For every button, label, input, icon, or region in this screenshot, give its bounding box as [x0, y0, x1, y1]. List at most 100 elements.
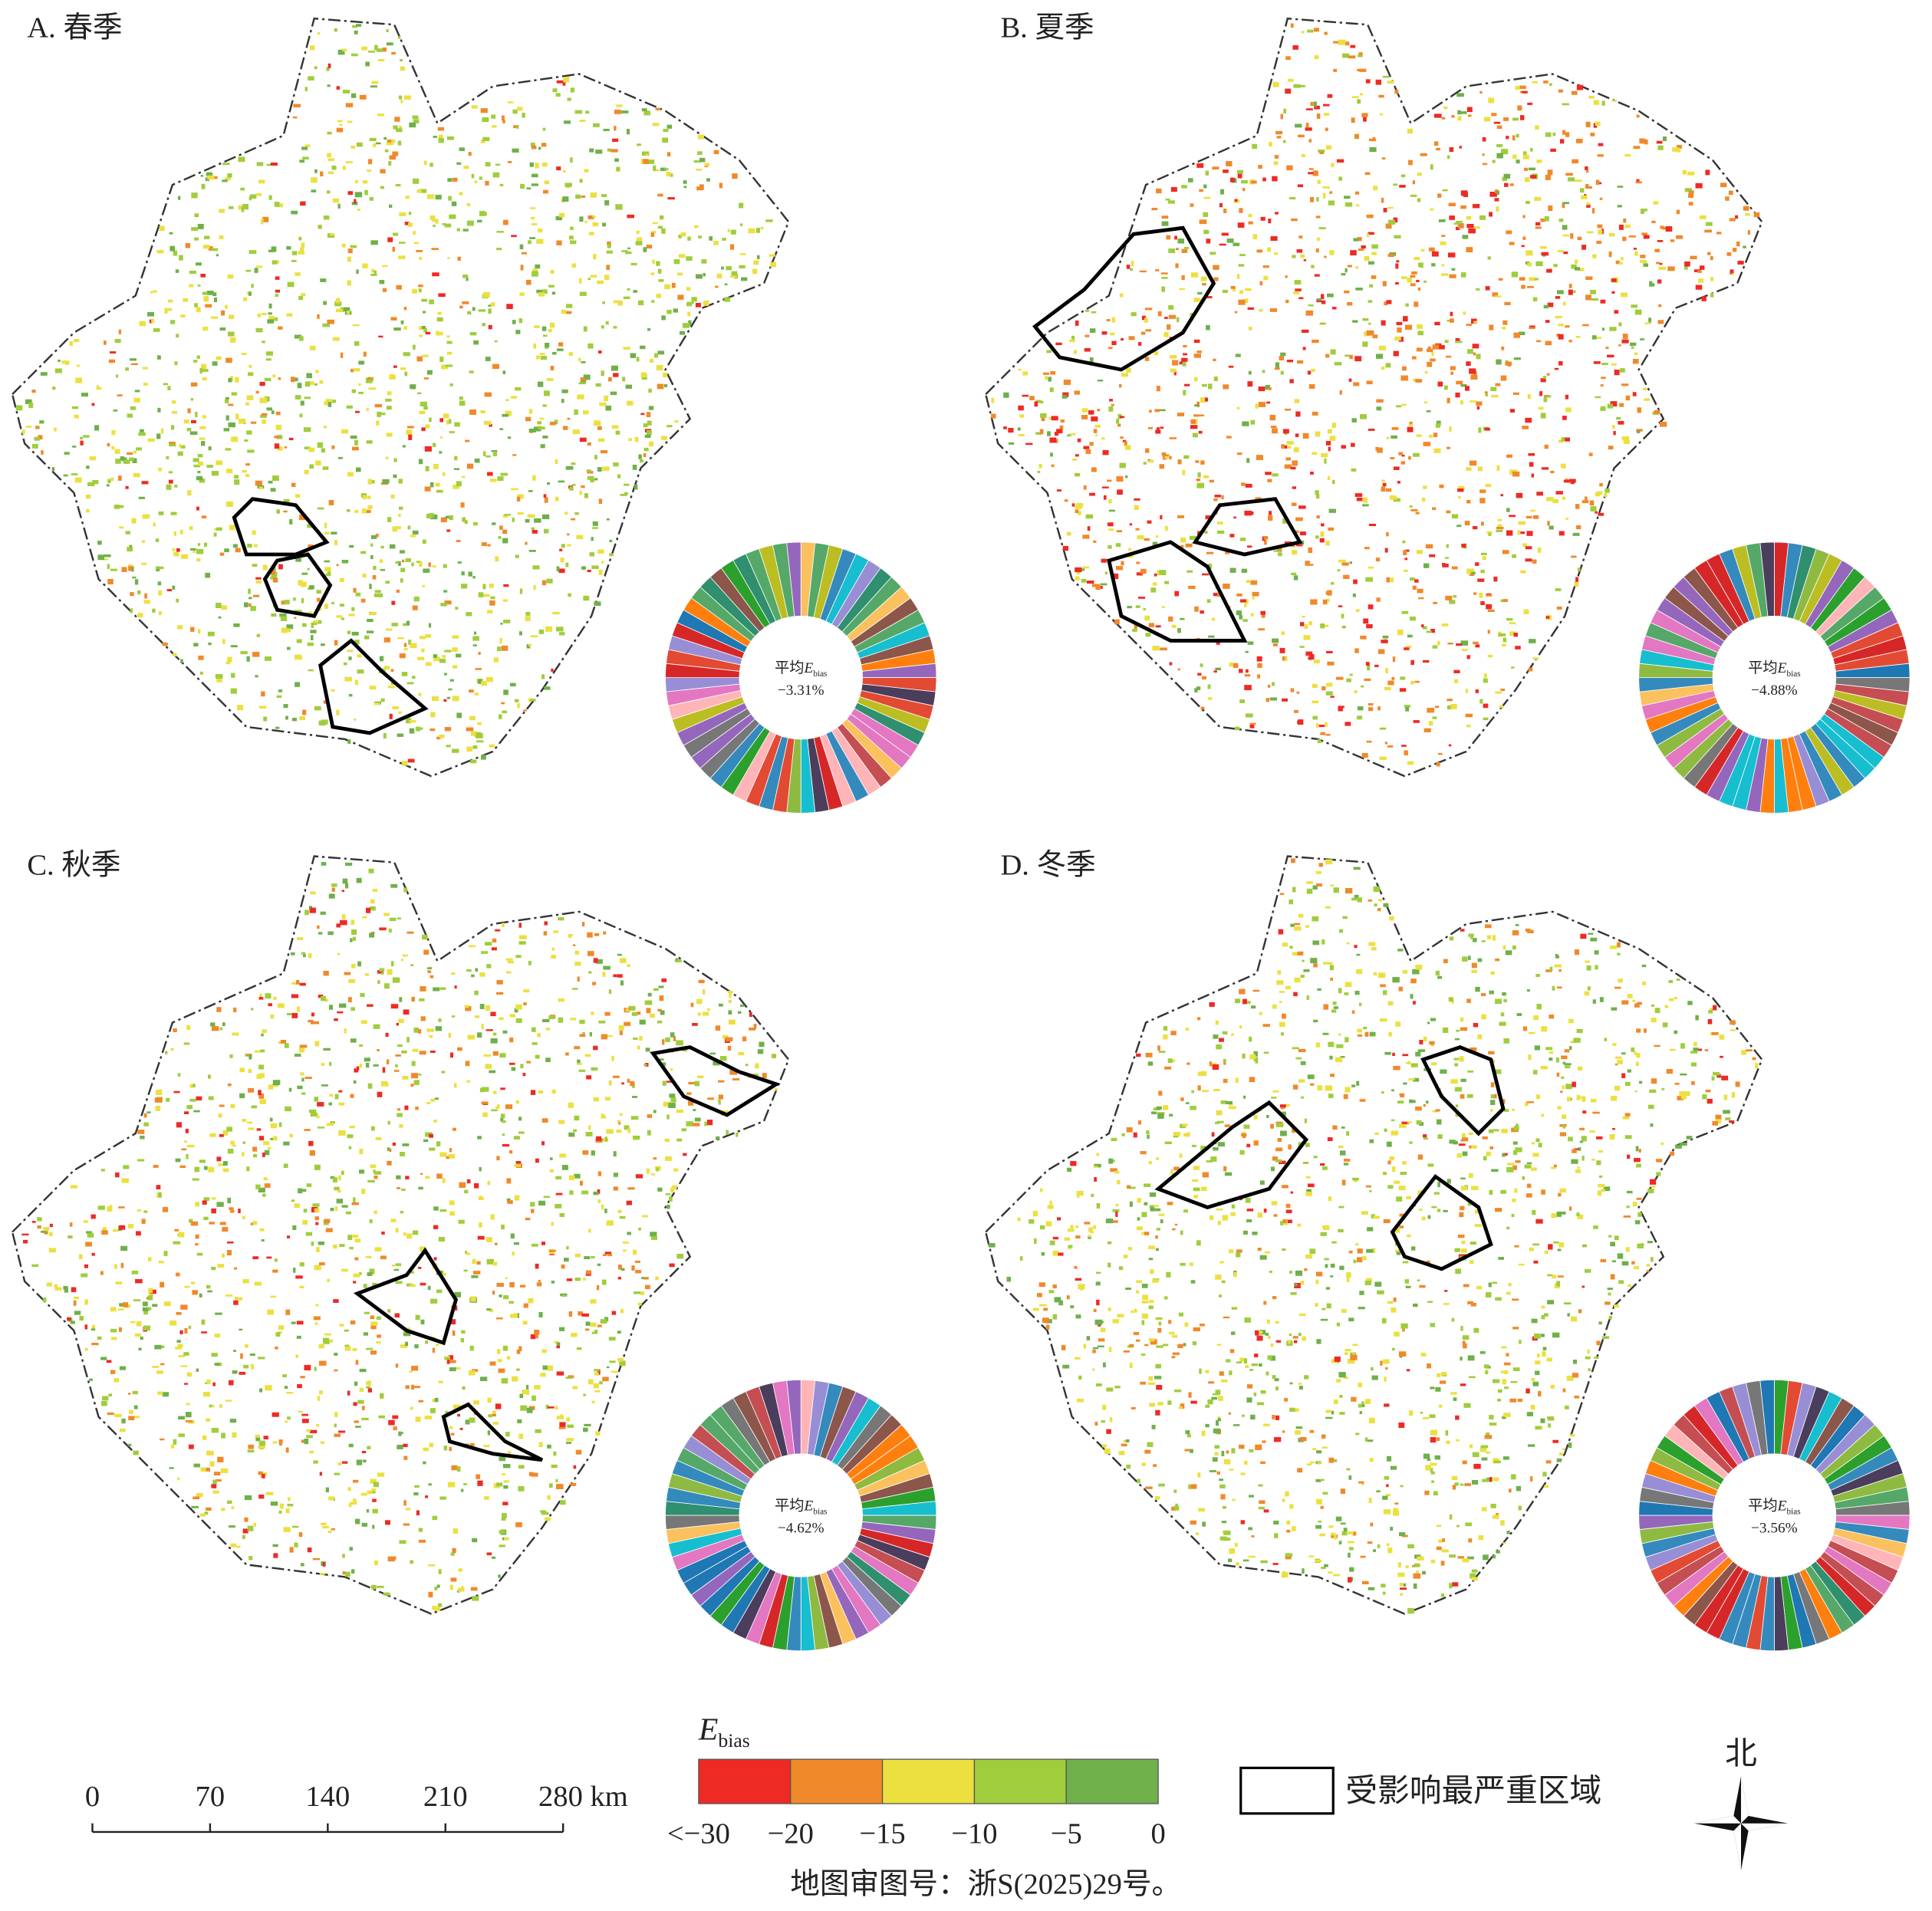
- raster-cell: [156, 328, 160, 332]
- raster-cell: [1107, 522, 1113, 526]
- raster-cell: [488, 324, 492, 330]
- raster-cell: [601, 1279, 607, 1285]
- raster-cell: [311, 1241, 314, 1246]
- raster-cell: [757, 1049, 764, 1054]
- raster-cell: [474, 180, 478, 183]
- raster-cell: [1338, 559, 1346, 563]
- raster-cell: [347, 1134, 354, 1139]
- raster-cell: [447, 1482, 456, 1488]
- center-sub: bias: [1786, 669, 1800, 679]
- raster-cell: [369, 906, 376, 911]
- raster-cell: [318, 225, 322, 229]
- raster-cell: [591, 1067, 598, 1071]
- raster-cell: [143, 1113, 147, 1118]
- raster-cell: [492, 522, 496, 525]
- raster-cell: [466, 1252, 471, 1255]
- raster-cell: [449, 419, 452, 424]
- raster-cell: [301, 572, 308, 575]
- raster-cell: [474, 459, 480, 463]
- raster-cell: [321, 1063, 325, 1066]
- raster-cell: [353, 1281, 357, 1284]
- raster-cell: [646, 1168, 650, 1174]
- raster-cell: [225, 357, 232, 363]
- raster-cell: [1558, 360, 1563, 366]
- raster-cell: [572, 944, 576, 946]
- raster-cell: [620, 980, 624, 986]
- raster-cell: [1354, 690, 1358, 693]
- raster-cell: [155, 1105, 161, 1111]
- raster-cell: [188, 1444, 194, 1449]
- raster-cell: [157, 1391, 163, 1395]
- raster-cell: [507, 1451, 512, 1457]
- raster-cell: [1111, 403, 1114, 406]
- raster-cell: [195, 411, 198, 418]
- raster-cell: [604, 1136, 607, 1142]
- raster-cell: [1408, 456, 1411, 460]
- raster-cell: [317, 925, 320, 929]
- raster-cell: [505, 1432, 510, 1437]
- raster-cell: [1688, 193, 1694, 199]
- raster-cell: [538, 146, 541, 150]
- raster-cell: [413, 1027, 420, 1033]
- raster-cell: [1106, 318, 1111, 322]
- raster-cell: [130, 363, 138, 366]
- raster-cell: [299, 982, 306, 986]
- raster-cell: [1357, 706, 1364, 711]
- raster-cell: [1029, 396, 1035, 401]
- raster-cell: [1241, 568, 1248, 573]
- raster-cell: [1401, 610, 1409, 614]
- raster-cell: [439, 1152, 447, 1157]
- raster-cell: [489, 1070, 496, 1074]
- raster-cell: [133, 1450, 139, 1455]
- raster-cell: [267, 1309, 274, 1315]
- raster-cell: [446, 340, 453, 344]
- raster-cell: [266, 163, 271, 166]
- raster-cell: [275, 289, 280, 293]
- raster-cell: [554, 1340, 559, 1344]
- raster-cell: [676, 1138, 683, 1142]
- raster-cell: [1548, 205, 1553, 212]
- raster-cell: [143, 600, 150, 604]
- raster-cell: [173, 1028, 177, 1032]
- raster-cell: [1356, 497, 1363, 502]
- affected-region: [318, 638, 429, 735]
- raster-cell: [230, 1210, 235, 1213]
- raster-cell: [1236, 610, 1242, 616]
- raster-cell: [333, 1244, 337, 1249]
- raster-cell: [307, 642, 314, 646]
- raster-cell: [133, 450, 137, 454]
- raster-cell: [1622, 236, 1627, 242]
- raster-cell: [456, 653, 462, 658]
- raster-cell: [144, 593, 147, 599]
- raster-cell: [449, 214, 456, 219]
- raster-cell: [239, 1328, 243, 1331]
- raster-cell: [191, 1505, 199, 1508]
- raster-cell: [630, 262, 637, 265]
- raster-cell: [457, 256, 461, 261]
- raster-cell: [657, 1187, 663, 1192]
- raster-cell: [221, 605, 228, 610]
- raster-cell: [325, 1487, 329, 1493]
- raster-cell: [698, 235, 702, 238]
- raster-cell: [541, 1349, 547, 1353]
- raster-cell: [515, 1018, 522, 1023]
- raster-cell: [176, 548, 180, 552]
- raster-cell: [413, 344, 416, 350]
- raster-cell: [453, 1367, 461, 1370]
- raster-cell: [391, 139, 396, 143]
- raster-cell: [1273, 550, 1281, 552]
- raster-cell: [228, 377, 232, 383]
- raster-cell: [1193, 377, 1198, 382]
- raster-cell: [1371, 244, 1378, 249]
- raster-cell: [1493, 121, 1501, 124]
- raster-cell: [1248, 327, 1252, 331]
- raster-cell: [731, 271, 738, 276]
- raster-cell: [583, 1278, 586, 1281]
- raster-cell: [1512, 117, 1519, 121]
- raster-cell: [166, 456, 170, 459]
- raster-cell: [1565, 173, 1573, 176]
- raster-cell: [617, 1357, 624, 1362]
- raster-cell: [1139, 270, 1147, 273]
- raster-cell: [430, 1050, 436, 1053]
- raster-cell: [584, 169, 589, 173]
